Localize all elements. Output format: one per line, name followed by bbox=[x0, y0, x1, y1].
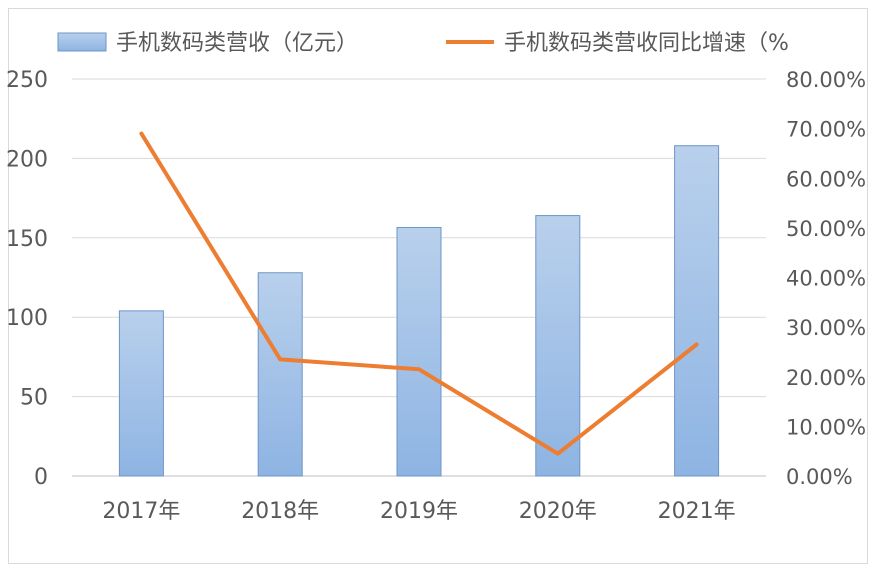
legend-bar-swatch bbox=[57, 32, 107, 52]
left-y-tick-label: 50 bbox=[20, 386, 48, 411]
legend-bar-label: 手机数码类营收（亿元） bbox=[116, 31, 358, 56]
legend: 手机数码类营收（亿元） 手机数码类营收同比增速（% bbox=[57, 31, 789, 56]
bar bbox=[535, 215, 581, 477]
x-tick-label: 2021年 bbox=[658, 499, 736, 524]
bar bbox=[674, 145, 720, 477]
left-y-tick-label: 250 bbox=[6, 68, 48, 93]
left-y-tick-label: 100 bbox=[6, 306, 48, 331]
right-y-tick-label: 70.00% bbox=[786, 118, 866, 142]
right-y-tick-label: 0.00% bbox=[786, 465, 853, 489]
legend-line-label: 手机数码类营收同比增速（% bbox=[504, 31, 789, 56]
left-y-axis: 0 50 100 150 200 250 bbox=[6, 68, 48, 490]
right-y-tick-label: 50.00% bbox=[786, 217, 866, 241]
right-y-tick-label: 80.00% bbox=[786, 68, 866, 92]
x-tick-label: 2020年 bbox=[519, 499, 597, 524]
bar bbox=[118, 310, 164, 477]
line-series bbox=[139, 131, 699, 456]
right-y-tick-label: 60.00% bbox=[786, 167, 866, 191]
gridlines bbox=[72, 78, 766, 477]
x-tick-label: 2019年 bbox=[380, 499, 458, 524]
x-tick-label: 2017年 bbox=[102, 499, 180, 524]
bar bbox=[257, 272, 303, 477]
right-y-tick-label: 30.00% bbox=[786, 316, 866, 340]
right-y-tick-label: 40.00% bbox=[786, 267, 866, 291]
right-y-tick-label: 20.00% bbox=[786, 366, 866, 390]
bar bbox=[396, 226, 442, 477]
x-tick-label: 2018年 bbox=[241, 499, 319, 524]
right-y-axis: 0.00% 10.00% 20.00% 30.00% 40.00% 50.00% 60.00… bbox=[786, 68, 866, 489]
left-y-tick-label: 150 bbox=[6, 227, 48, 252]
bar-series bbox=[118, 145, 720, 477]
left-y-tick-label: 0 bbox=[34, 465, 48, 490]
left-y-tick-label: 200 bbox=[6, 147, 48, 172]
right-y-tick-label: 10.00% bbox=[786, 415, 866, 439]
x-axis: 2017年 2018年 2019年 2020年 2021年 bbox=[102, 499, 735, 524]
